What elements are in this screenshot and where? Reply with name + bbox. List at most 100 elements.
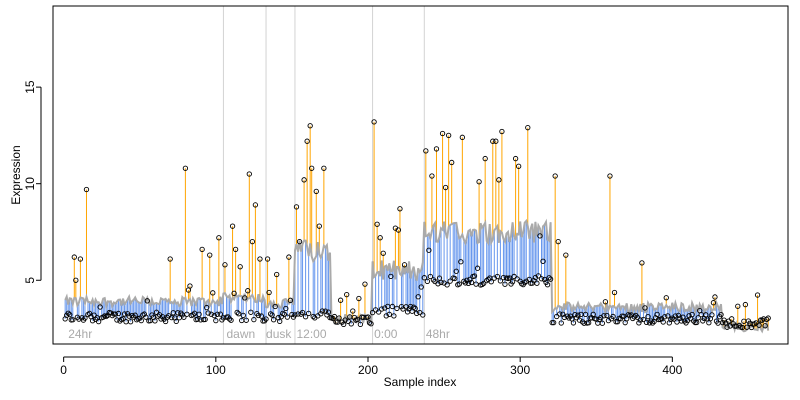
data-point-410 [686,313,692,319]
data-point-261 [459,134,465,140]
data-point-327 [560,311,566,317]
data-point-325 [557,311,563,317]
data-point-25 [100,314,106,320]
data-point-245 [435,281,441,287]
data-point-239 [426,247,432,253]
data-point-6 [71,254,77,260]
data-point-93 [204,304,210,311]
data-point-398 [668,316,674,323]
data-point-74 [175,310,181,316]
data-point-206 [376,309,382,315]
data-point-227 [407,303,414,310]
data-point-43 [127,319,134,325]
data-point-263 [462,280,469,286]
annotation-5: 48hr [426,327,450,341]
data-point-128 [257,256,263,262]
data-point-220 [397,206,403,212]
data-point-438 [729,316,735,322]
data-point-136 [269,312,275,318]
data-point-382 [643,319,650,326]
data-point-197 [362,281,368,287]
data-point-161 [307,123,313,129]
data-point-313 [538,276,545,282]
data-point-137 [271,317,277,323]
x-tick-label-2: 200 [358,363,378,377]
data-point-180 [336,315,342,321]
data-point-203 [371,119,377,125]
data-point-332 [567,313,574,319]
data-point-70 [169,314,175,321]
data-point-314 [540,258,546,264]
data-point-381 [642,305,648,311]
data-point-100 [214,311,220,317]
data-point-215 [389,303,395,310]
data-point-354 [601,313,607,319]
data-point-342 [582,311,589,318]
data-point-260 [458,259,464,265]
data-point-139 [274,271,280,278]
data-point-447 [742,301,749,308]
data-point-177 [331,313,338,320]
annotations: 24hr dawn dusk 12:00 0:00 48hr [68,327,450,341]
data-point-14 [83,186,90,193]
data-point-50 [138,317,144,324]
data-point-379 [639,260,645,266]
data-point-360 [610,313,616,320]
data-point-248 [439,130,446,137]
data-point-108 [226,316,233,322]
data-point-111 [231,290,237,296]
data-point-292 [506,275,513,281]
data-point-189 [350,308,356,314]
data-point-82 [187,283,193,289]
data-point-271 [474,265,481,271]
data-point-156 [299,309,306,316]
data-point-96 [208,311,214,317]
data-point-289 [502,281,508,287]
data-point-155 [298,311,304,317]
data-point-188 [348,321,354,327]
x-tick-label-3: 300 [510,363,530,377]
data-point-308 [531,278,537,284]
annotation-1: dawn [226,327,255,341]
data-point-284 [494,273,500,280]
data-point-170 [321,165,327,171]
data-point-39 [121,311,128,317]
data-point-218 [394,305,400,312]
data-point-356 [604,312,610,319]
data-point-267 [468,279,475,286]
data-point-209 [380,250,386,256]
data-point-158 [302,314,309,320]
data-point-275 [481,280,487,287]
data-point-35 [115,310,122,317]
data-point-383 [645,313,651,320]
data-point-321 [551,319,557,326]
data-point-214 [388,273,394,280]
y-axis: 5 10 15 [23,80,42,284]
data-point-208 [379,306,385,312]
data-point-287 [499,128,505,135]
data-point-266 [467,276,473,282]
data-point-412 [689,311,695,318]
data-point-172 [324,312,330,318]
data-point-88 [196,311,202,317]
data-point-389 [654,311,660,318]
data-point-92 [202,316,208,323]
data-point-102 [217,311,224,317]
data-point-236 [421,275,427,281]
data-point-380 [640,316,647,323]
annotation-2: dusk [266,327,292,341]
y-tick-label-1: 10 [23,177,37,191]
data-point-319 [547,276,554,282]
data-point-167 [316,223,322,229]
data-point-87 [194,316,201,322]
data-point-431 [718,311,724,318]
data-point-242 [430,277,437,283]
data-point-461 [764,316,770,323]
data-point-146 [284,314,290,320]
data-point-144 [281,311,287,317]
data-point-315 [541,276,548,283]
data-point-109 [228,317,234,323]
data-point-252 [446,132,452,139]
annotation-0: 24hr [68,327,92,341]
data-point-426 [710,300,717,306]
